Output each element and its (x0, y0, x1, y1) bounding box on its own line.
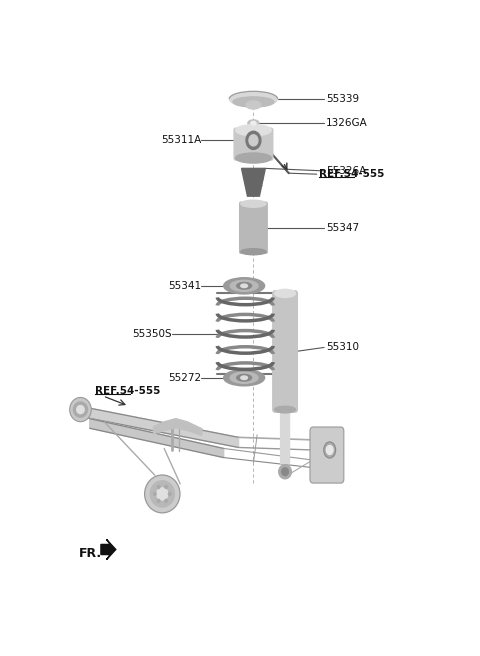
Text: REF.54-555: REF.54-555 (96, 386, 161, 396)
Ellipse shape (236, 153, 271, 163)
Polygon shape (71, 405, 239, 447)
Ellipse shape (157, 485, 160, 489)
Ellipse shape (233, 97, 274, 107)
Ellipse shape (229, 91, 277, 106)
Polygon shape (241, 169, 265, 196)
FancyBboxPatch shape (310, 427, 344, 483)
Ellipse shape (157, 499, 160, 502)
Ellipse shape (279, 464, 291, 479)
Ellipse shape (241, 284, 248, 287)
Ellipse shape (248, 120, 259, 127)
Text: 1326GA: 1326GA (326, 118, 368, 128)
Ellipse shape (70, 398, 91, 422)
Ellipse shape (241, 200, 266, 207)
Ellipse shape (168, 493, 171, 495)
Ellipse shape (241, 376, 248, 380)
Ellipse shape (224, 370, 264, 386)
Ellipse shape (230, 372, 258, 383)
Ellipse shape (237, 283, 252, 289)
FancyBboxPatch shape (273, 291, 297, 412)
Ellipse shape (156, 488, 168, 500)
Text: 55339: 55339 (326, 94, 359, 104)
Ellipse shape (275, 289, 296, 297)
Ellipse shape (275, 406, 296, 413)
Polygon shape (90, 419, 224, 458)
Ellipse shape (150, 481, 174, 507)
Text: REF.54-555: REF.54-555 (319, 169, 384, 179)
Ellipse shape (154, 493, 156, 495)
Ellipse shape (251, 121, 256, 125)
Ellipse shape (144, 475, 180, 513)
Text: 55347: 55347 (326, 223, 359, 233)
Ellipse shape (249, 134, 258, 146)
Text: 55272: 55272 (168, 373, 202, 382)
Ellipse shape (73, 402, 87, 417)
Ellipse shape (282, 468, 288, 476)
Ellipse shape (246, 131, 261, 150)
Text: 55326A: 55326A (326, 166, 366, 176)
Ellipse shape (224, 277, 264, 294)
Ellipse shape (77, 405, 84, 414)
Ellipse shape (326, 445, 333, 455)
Polygon shape (101, 539, 116, 560)
Ellipse shape (230, 280, 258, 291)
Text: 55310: 55310 (326, 342, 359, 352)
Text: 55311A: 55311A (161, 135, 202, 146)
Ellipse shape (165, 499, 168, 502)
Ellipse shape (237, 375, 252, 381)
Ellipse shape (246, 101, 261, 109)
Ellipse shape (324, 442, 336, 458)
FancyBboxPatch shape (281, 409, 289, 464)
FancyBboxPatch shape (234, 128, 273, 160)
Text: 55341: 55341 (168, 281, 202, 291)
Ellipse shape (165, 485, 168, 489)
FancyBboxPatch shape (240, 202, 267, 253)
Text: 55350S: 55350S (132, 329, 172, 338)
Text: FR.: FR. (79, 547, 102, 560)
Ellipse shape (241, 249, 266, 255)
Ellipse shape (236, 125, 271, 136)
